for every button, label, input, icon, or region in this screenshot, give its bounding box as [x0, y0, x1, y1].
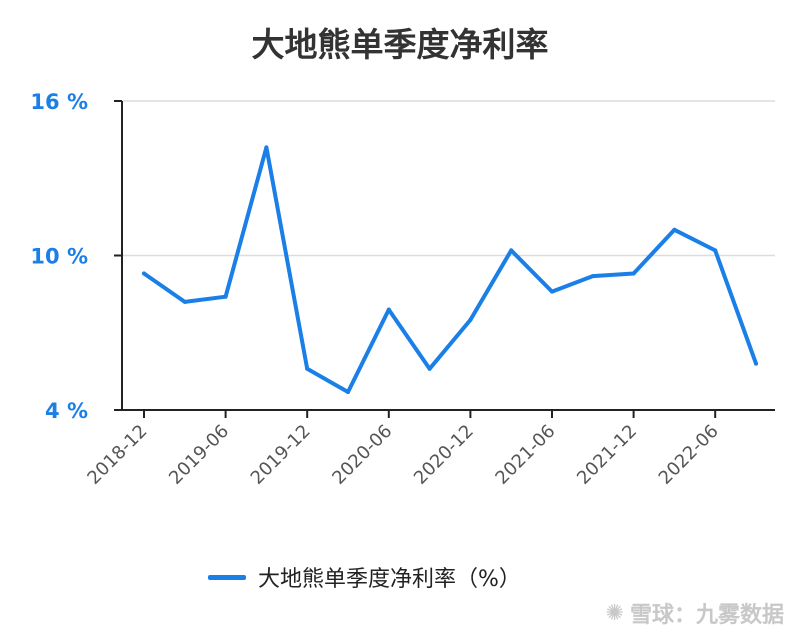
y-tick-label: 10 %	[30, 245, 88, 269]
data-point	[550, 289, 554, 294]
data-point	[509, 248, 514, 253]
snowball-logo-icon: ✺	[605, 600, 624, 626]
x-tick-label: 2018-12	[83, 421, 151, 489]
data-point	[713, 248, 718, 253]
legend-swatch	[208, 574, 246, 580]
data-point	[590, 274, 595, 279]
x-tick-label: 2022-06	[655, 421, 723, 489]
data-point	[427, 366, 432, 371]
data-point	[672, 227, 677, 232]
data-point	[142, 271, 146, 276]
y-axis-ticks: 16 % 10 % 4 %	[30, 90, 122, 423]
x-tick-label: 2021-06	[491, 421, 559, 489]
x-tick-label: 2020-06	[328, 421, 396, 489]
data-point	[631, 271, 636, 276]
watermark: ✺ 雪球：九雾数据	[606, 597, 784, 629]
y-tick-label: 16 %	[30, 90, 88, 114]
x-tick-label: 2019-06	[165, 421, 233, 489]
data-point	[182, 299, 187, 304]
x-tick-label: 2021-12	[573, 421, 641, 489]
watermark-text: 雪球：九雾数据	[629, 603, 784, 628]
x-axis-ticks: 2018-12 2019-06 2019-12 2020-06 2020-12 2021-…	[83, 410, 723, 489]
x-tick-label: 2019-12	[247, 421, 315, 489]
data-point	[468, 317, 473, 322]
series-line	[142, 145, 758, 394]
x-tick-label: 2020-12	[410, 421, 478, 489]
y-tick-label: 4 %	[45, 399, 88, 423]
legend: 大地熊单季度净利率（%）	[208, 562, 521, 592]
data-point	[264, 145, 269, 150]
data-point	[346, 389, 350, 394]
data-point	[305, 366, 310, 371]
data-point	[223, 294, 228, 299]
legend-label: 大地熊单季度净利率（%）	[258, 567, 521, 592]
data-point	[386, 307, 391, 312]
series-lines	[142, 145, 758, 394]
chart-title: 大地熊单季度净利率	[251, 25, 549, 64]
data-point	[754, 361, 758, 366]
gridlines	[122, 100, 775, 257]
